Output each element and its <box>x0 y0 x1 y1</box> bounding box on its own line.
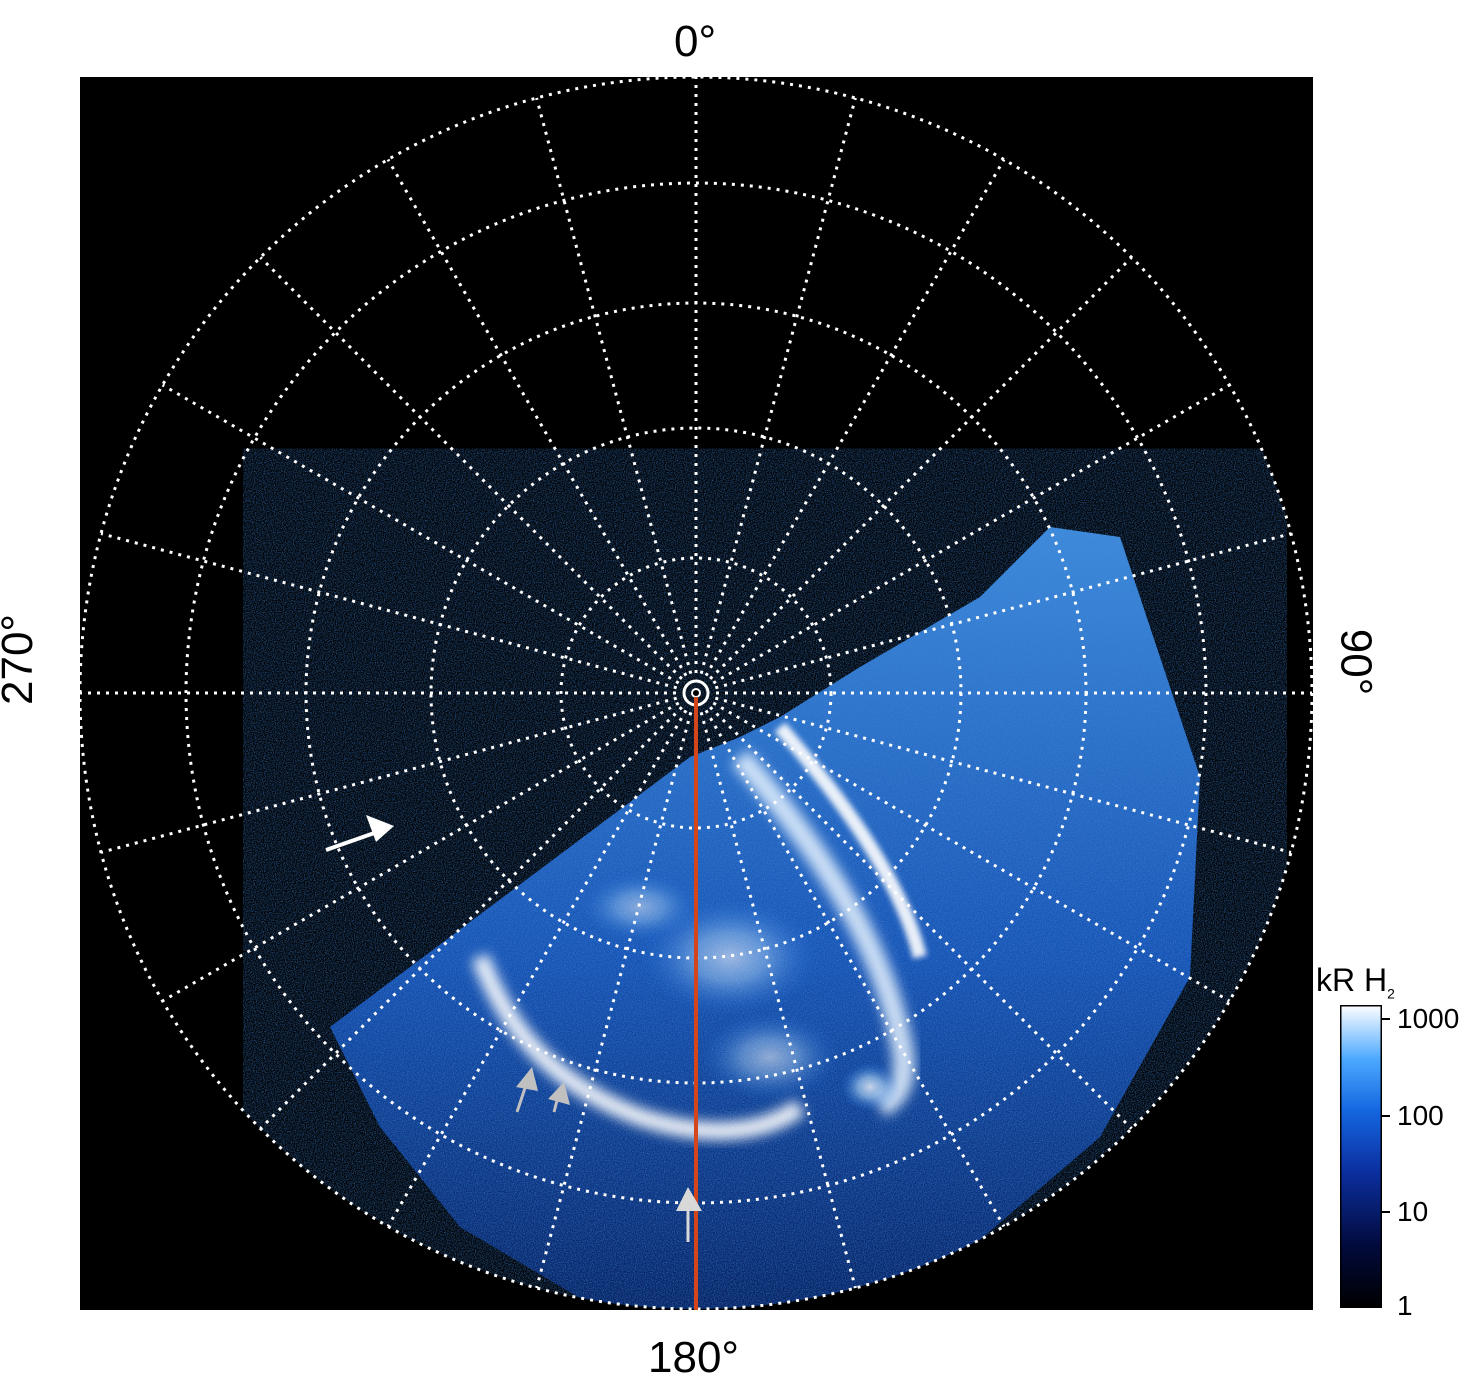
colorbar-unit-label: kR H2 <box>1316 962 1395 1002</box>
colorbar-tick-10: 10 <box>1397 1196 1429 1227</box>
meridian-45 <box>709 256 1133 680</box>
gray-arrow-icon-3 <box>676 1187 702 1242</box>
meridian-195 <box>535 711 693 1289</box>
gray-arrow-icon-1 <box>515 1067 538 1113</box>
polar-auroral-map <box>80 77 1313 1310</box>
meridian-300 <box>161 383 680 685</box>
meridian-60 <box>712 383 1231 685</box>
meridian-255 <box>100 696 678 854</box>
aurora-emission-region <box>330 527 1200 1309</box>
meridian-150 <box>704 709 1006 1228</box>
colorbar-tick-100: 100 <box>1397 1100 1444 1131</box>
colorbar <box>1340 1005 1382 1308</box>
gray-arrow-icon-2 <box>548 1082 570 1113</box>
meridian-135 <box>709 706 1133 1130</box>
meridian-15 <box>699 97 857 675</box>
colorbar-tick-1: 1 <box>1397 1290 1413 1321</box>
label-270-deg: 270° <box>0 613 42 705</box>
meridian-285 <box>100 532 678 690</box>
white-arrow-icon <box>325 815 394 852</box>
meridian-105 <box>714 696 1292 854</box>
label-180-deg: 180° <box>648 1333 740 1382</box>
meridian-75 <box>714 532 1292 690</box>
meridian-210 <box>386 709 688 1228</box>
meridian-330 <box>386 158 688 677</box>
longitude-lines <box>80 77 1312 1309</box>
meridian-315 <box>259 256 683 680</box>
meridian-120 <box>712 701 1231 1003</box>
meridian-345 <box>535 97 693 675</box>
meridian-165 <box>699 711 857 1289</box>
meridian-240 <box>161 701 680 1003</box>
colorbar-tick-1000: 1000 <box>1397 1003 1460 1034</box>
label-0-deg: 0° <box>674 17 717 66</box>
polar-projection-svg <box>80 77 1313 1310</box>
meridian-225 <box>259 706 683 1130</box>
meridian-30 <box>704 158 1006 677</box>
label-90-deg: 90° <box>1331 628 1381 696</box>
